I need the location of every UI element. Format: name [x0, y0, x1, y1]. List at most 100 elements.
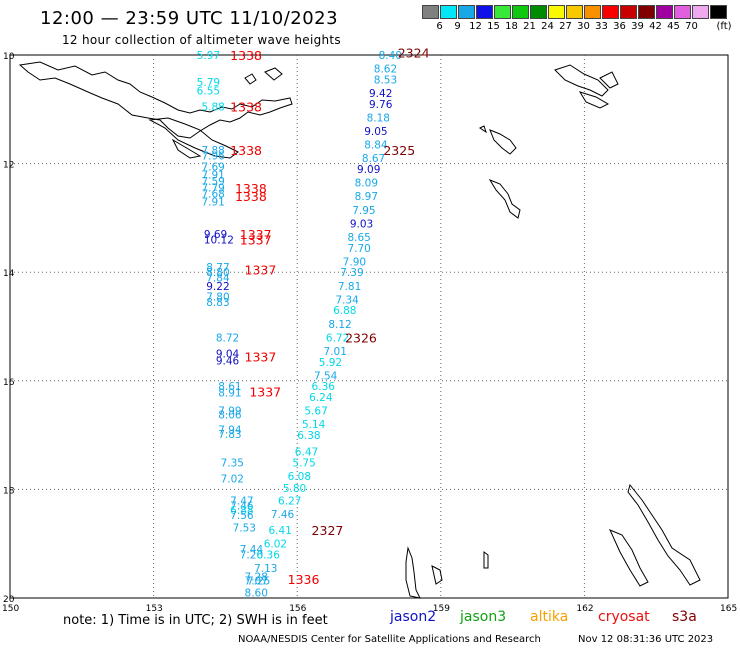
legend-label: 33: [595, 21, 608, 32]
legend-unit: (ft): [716, 21, 732, 32]
track-id: 1338: [230, 48, 262, 63]
wave-height-value: 7.88: [201, 145, 224, 157]
wave-height-value: 8.18: [367, 112, 390, 124]
track-id: 1337: [245, 349, 277, 364]
legend-swatch: [584, 5, 601, 19]
track-id: 2325: [383, 143, 415, 158]
wave-height-value: 7.39: [340, 267, 363, 279]
wave-height-value: 6.36: [312, 381, 336, 393]
wave-height-value: 7.94: [218, 425, 242, 437]
map-frame: [9, 54, 729, 599]
wave-height-value: 9.76: [369, 99, 393, 111]
wave-height-value: 6.72: [326, 332, 349, 344]
wave-height-value: 8.80: [206, 267, 229, 279]
lat-label: 20: [3, 595, 15, 605]
wave-height-value: 9.04: [216, 349, 240, 361]
legend-swatch: [656, 5, 673, 19]
wave-height-value: 6.38: [297, 430, 320, 442]
wave-height-value: 8.53: [374, 74, 397, 86]
wave-height-value: 7.13: [254, 563, 277, 575]
legend-label: 9: [454, 21, 461, 32]
legend-swatch: [422, 5, 439, 19]
wave-height-value: 7.91: [201, 169, 224, 181]
legend-label: 36: [613, 21, 626, 32]
wave-height-value: 6.08: [288, 471, 311, 483]
legend-label: 15: [487, 21, 500, 32]
wave-height-value: 7.02: [221, 474, 244, 486]
wave-height-value: 7.84: [206, 273, 230, 285]
wave-height-value: 7.35: [221, 457, 244, 469]
lon-label: 156: [289, 604, 306, 614]
wave-height-value: 6.41: [268, 525, 291, 537]
wave-height-value: 7.99: [218, 406, 241, 418]
graticule: [10, 55, 728, 598]
wave-height-value: 8.91: [218, 388, 241, 400]
wave-height-value: 8.97: [355, 191, 378, 203]
legend-label: 27: [559, 21, 572, 32]
wave-height-value: 7.28: [245, 571, 268, 583]
wave-height-value: 7.46: [230, 501, 254, 513]
wave-height-value: 7.25: [247, 576, 270, 588]
wave-height-value: 7.83: [218, 429, 241, 441]
wave-height-value: 7.80: [206, 292, 229, 304]
legend-swatch: [710, 5, 727, 19]
legend-swatch: [494, 5, 511, 19]
wave-height-value: 7.68: [201, 188, 224, 200]
track-id: 1338: [230, 143, 262, 158]
wave-height-value: 5.75: [292, 457, 315, 469]
legend-swatch: [566, 5, 583, 19]
map-title: 12:00 — 23:59 UTC 11/10/2023: [40, 8, 339, 29]
wave-height-value: 9.05: [364, 126, 387, 138]
wave-height-value: 7.59: [201, 176, 224, 188]
legend-label: 21: [523, 21, 536, 32]
wave-height-value: 7.46: [271, 509, 295, 521]
wave-height-value: 8.67: [362, 153, 385, 165]
legend-swatch: [674, 5, 691, 19]
wave-height-value: 5.67: [304, 406, 327, 418]
lat-label: 16: [3, 378, 15, 388]
legend-swatch: [440, 5, 457, 19]
track-id: 1338: [230, 100, 262, 115]
wave-height-value: 7.79: [201, 182, 224, 194]
coastline-new-guinea-east: [148, 117, 239, 159]
wave-height-value: 8.62: [374, 64, 397, 76]
coastline-island-3: [244, 73, 257, 85]
wave-height-value: 6.55: [197, 85, 220, 97]
map-subtitle: 12 hour collection of altimeter wave hei…: [62, 33, 341, 47]
coastline-island-1: [171, 138, 202, 159]
wave-height-value: 6.27: [278, 495, 301, 507]
lat-label: 10: [3, 52, 15, 62]
wave-height-value: 9.09: [357, 164, 380, 176]
wave-height-value: 9.42: [369, 88, 392, 100]
wave-height-value: 7.96: [201, 150, 225, 162]
wave-height-value: 8.83: [206, 297, 229, 309]
wave-height-value: 9.03: [350, 218, 373, 230]
wave-height-value: 7.91: [201, 197, 224, 209]
wave-height-value: 7.44: [240, 544, 264, 556]
satellite-label: jason3: [460, 609, 507, 625]
wave-height-value: 6.88: [230, 505, 253, 517]
wave-height-value: 5.80: [283, 483, 306, 495]
wave-height-value: 5.79: [197, 77, 220, 89]
wave-height-value: 7.95: [352, 205, 375, 217]
wave-height-value: 8.84: [364, 140, 388, 152]
legend-swatch: [548, 5, 565, 19]
legend-swatch: [602, 5, 619, 19]
wave-height-value: 8.77: [206, 262, 229, 274]
coastline-islet-5: [405, 546, 421, 599]
wave-height-value: 8.40: [379, 50, 402, 62]
lat-label: 12: [3, 161, 14, 171]
wave-height-value: 5.14: [302, 419, 326, 431]
generated-time: Nov 12 08:31:36 UTC 2023: [578, 634, 714, 645]
track-id: 1338: [235, 181, 267, 196]
lon-label: 159: [433, 604, 450, 614]
measurement-labels: 5.975.796.555.887.887.967.697.917.597.79…: [197, 50, 402, 600]
wave-height-value: 6.24: [309, 392, 333, 404]
legend-label: 42: [649, 21, 662, 32]
track-id: 1337: [249, 385, 281, 400]
wave-height-value: 8.06: [218, 409, 242, 421]
track-id: 1337: [245, 262, 277, 277]
wave-height-value: 7.01: [324, 346, 347, 358]
